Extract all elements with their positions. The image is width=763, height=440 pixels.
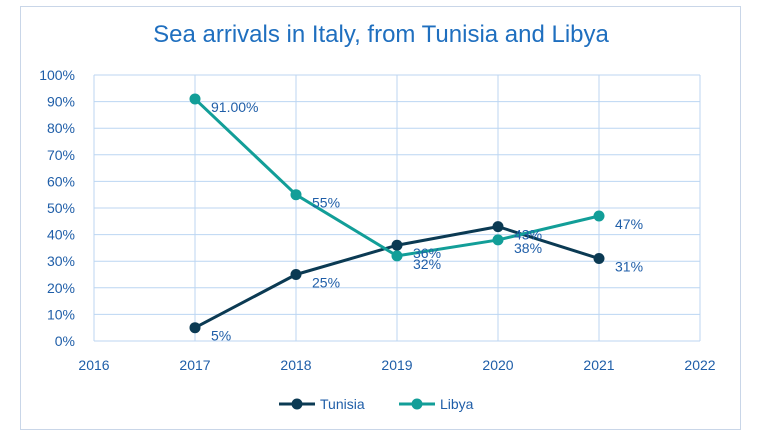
libya-legend-label: Libya: [440, 396, 474, 412]
y-axis-ticks: 0% 10% 20% 30% 40% 50% 60% 70% 80% 90% 100%: [39, 67, 75, 349]
data-labels: 5% 25% 36% 43% 31% 91.00% 55% 32% 38% 47%: [211, 99, 643, 344]
tunisia-data-label: 25%: [312, 275, 340, 291]
libya-data-label: 38%: [514, 240, 542, 256]
y-tick-label: 40%: [47, 227, 75, 243]
y-tick-label: 100%: [39, 67, 75, 83]
gridlines: [93, 74, 701, 342]
libya-point: [189, 93, 201, 105]
y-tick-label: 20%: [47, 280, 75, 296]
x-tick-label: 2021: [583, 357, 614, 373]
libya-data-label: 47%: [615, 216, 643, 232]
tunisia-point: [593, 253, 605, 265]
libya-data-label: 91.00%: [211, 99, 258, 115]
tunisia-point: [290, 269, 302, 280]
y-tick-label: 30%: [47, 253, 75, 269]
tunisia-data-label: 5%: [211, 328, 231, 344]
tunisia-legend-label: Tunisia: [320, 396, 365, 412]
tunisia-point: [391, 239, 403, 251]
series-lines: [189, 93, 605, 334]
x-tick-label: 2020: [482, 357, 513, 373]
line-chart: Sea arrivals in Italy, from Tunisia and …: [39, 21, 716, 412]
y-tick-label: 0%: [55, 333, 75, 349]
tunisia-data-label: 31%: [615, 259, 643, 275]
libya-point: [391, 250, 403, 262]
libya-point: [492, 234, 504, 246]
y-tick-label: 90%: [47, 94, 75, 110]
x-tick-label: 2017: [179, 357, 210, 373]
libya-data-label: 55%: [312, 195, 340, 211]
x-tick-label: 2016: [78, 357, 109, 373]
y-tick-label: 80%: [47, 120, 75, 136]
y-tick-label: 50%: [47, 200, 75, 216]
libya-point: [593, 210, 605, 222]
y-tick-label: 10%: [47, 306, 75, 322]
tunisia-point: [492, 221, 504, 233]
libya-data-label: 32%: [413, 256, 441, 272]
chart-frame: Sea arrivals in Italy, from Tunisia and …: [20, 6, 741, 430]
x-axis-ticks: 2016 2017 2018 2019 2020 2021 2022: [78, 357, 715, 373]
tunisia-data-label: 36%: [413, 245, 441, 261]
tunisia-legend-marker: [291, 398, 303, 410]
y-tick-label: 60%: [47, 173, 75, 189]
x-tick-label: 2022: [684, 357, 715, 373]
tunisia-data-label: 43%: [514, 227, 542, 243]
x-tick-label: 2018: [280, 357, 311, 373]
x-tick-label: 2019: [381, 357, 412, 373]
y-tick-label: 70%: [47, 147, 75, 163]
libya-point: [290, 189, 302, 201]
legend: Tunisia Libya: [279, 396, 474, 412]
libya-legend-marker: [411, 398, 423, 410]
tunisia-point: [189, 322, 201, 334]
chart-title: Sea arrivals in Italy, from Tunisia and …: [153, 21, 609, 48]
